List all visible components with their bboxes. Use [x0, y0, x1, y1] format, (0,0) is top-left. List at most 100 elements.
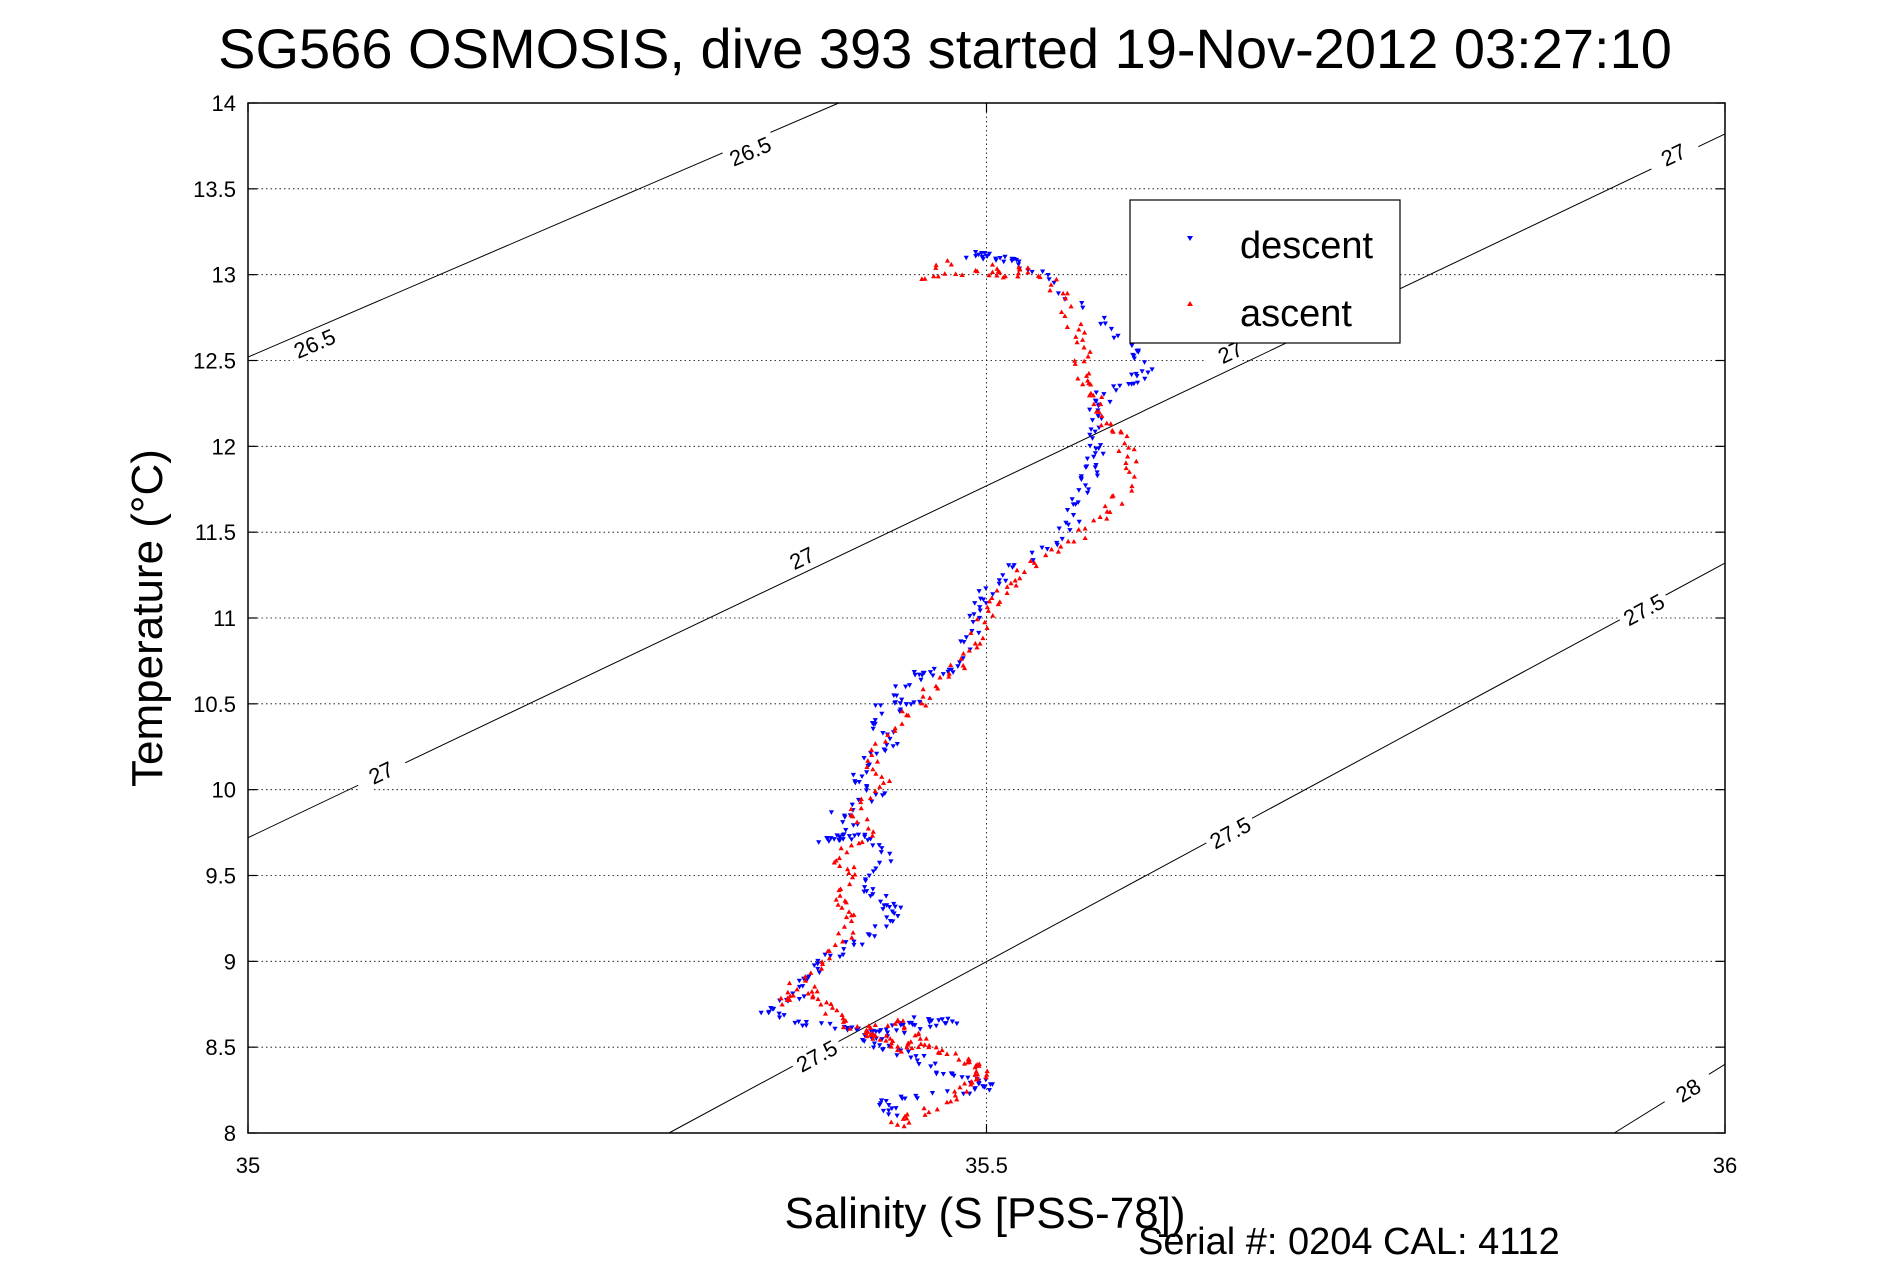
ascent-point — [1076, 526, 1082, 532]
legend: descent ascent — [1129, 199, 1401, 344]
descent-point — [972, 250, 979, 255]
descent-point — [879, 711, 885, 717]
descent-point — [892, 684, 899, 689]
ascent-point — [1124, 433, 1130, 439]
descent-point — [1094, 473, 1101, 479]
ascent-point — [854, 1023, 860, 1029]
descent-point — [906, 683, 913, 688]
descent-point — [914, 1096, 920, 1101]
ascent-point — [883, 1038, 889, 1043]
descent-point — [878, 1028, 884, 1033]
ascent-point — [1015, 270, 1022, 276]
ascent-point — [977, 641, 983, 646]
ascent-point — [1031, 560, 1037, 565]
ascent-point — [1093, 409, 1100, 414]
descent-point — [866, 873, 872, 879]
descent-point — [931, 666, 937, 672]
descent-point — [865, 838, 871, 843]
ascent-point — [810, 993, 816, 998]
descent-point — [815, 958, 821, 964]
ascent-point — [974, 644, 980, 650]
ascent-point — [879, 774, 885, 779]
ascent-point — [953, 271, 959, 276]
descent-point — [970, 619, 976, 625]
descent-point — [1069, 497, 1075, 502]
contour-label-background — [773, 535, 831, 580]
ascent-point — [948, 1098, 954, 1104]
ascent-point — [969, 1080, 975, 1085]
ascent-point — [865, 758, 871, 763]
ascent-point — [939, 1047, 945, 1053]
ascent-point — [1072, 361, 1078, 366]
descent-point — [878, 703, 884, 708]
ascent-point — [923, 1036, 929, 1041]
descent-point — [865, 932, 871, 937]
ascent-point — [922, 1042, 928, 1047]
y-tick-label: 11.5 — [195, 520, 236, 545]
contour-label-background — [352, 750, 410, 795]
descent-point — [893, 1106, 899, 1111]
ascent-point — [885, 732, 891, 737]
ascent-point — [965, 1059, 971, 1065]
descent-point — [891, 911, 897, 916]
ascent-point — [864, 1033, 870, 1039]
descent-point — [1006, 563, 1012, 568]
descent-point — [1054, 542, 1060, 548]
legend-ascent-marker — [1187, 301, 1193, 306]
descent-point — [990, 592, 996, 597]
ascent-point — [1068, 303, 1074, 309]
contour-label: 26.5 — [726, 132, 775, 172]
descent-point — [912, 672, 918, 678]
descent-point — [864, 770, 870, 775]
ascent-point — [984, 625, 990, 631]
descent-point — [891, 901, 897, 907]
descent-point — [911, 1015, 917, 1020]
descent-point — [888, 859, 894, 864]
y-axis-label: Temperature (°C) — [123, 449, 172, 787]
ascent-point — [841, 924, 848, 929]
ascent-point — [888, 1040, 895, 1046]
descent-point — [894, 1053, 900, 1058]
ascent-point — [819, 959, 825, 964]
descent-point — [918, 677, 924, 683]
descent-point — [828, 810, 835, 815]
descent-point — [929, 1018, 935, 1024]
ascent-point — [870, 1036, 876, 1041]
ascent-point — [1004, 584, 1010, 589]
ascent-point — [968, 630, 974, 635]
descent-point — [960, 656, 966, 661]
descent-point — [855, 832, 862, 838]
ascent-point — [818, 1001, 824, 1007]
ascent-point — [1008, 580, 1014, 586]
descent-point — [895, 914, 901, 919]
descent-point — [873, 792, 879, 798]
ascent-point — [892, 728, 898, 733]
ascent-point — [1071, 538, 1077, 544]
ascent-point — [1072, 358, 1078, 363]
descent-point — [883, 1027, 889, 1033]
descent-point — [1089, 418, 1096, 423]
descent-point — [901, 1030, 907, 1036]
y-tick-label: 12.5 — [193, 349, 236, 374]
ascent-point — [854, 819, 860, 825]
ascent-point — [1133, 458, 1139, 464]
ascent-point — [952, 1092, 958, 1098]
ascent-point — [1064, 290, 1070, 296]
ascent-point — [847, 881, 853, 887]
ascent-point — [1073, 334, 1079, 339]
ascent-point — [901, 1025, 907, 1031]
descent-point — [870, 869, 877, 875]
descent-point — [908, 702, 914, 707]
descent-point — [815, 961, 821, 967]
ascent-point — [837, 893, 843, 898]
descent-point — [843, 828, 849, 833]
descent-point — [879, 1037, 885, 1042]
ascent-point — [1081, 344, 1087, 350]
descent-point — [943, 1021, 949, 1026]
ascent-point — [802, 973, 808, 979]
descent-point — [1011, 256, 1017, 262]
ascent-point — [954, 1096, 960, 1102]
ascent-point — [944, 1051, 950, 1057]
ascent-point — [937, 674, 943, 680]
